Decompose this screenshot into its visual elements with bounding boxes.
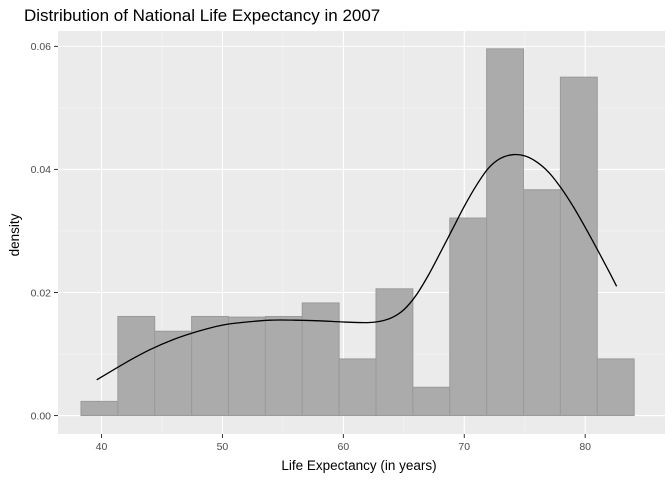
x-axis-title: Life Expectancy (in years)	[281, 458, 436, 473]
x-tick-label: 80	[579, 441, 591, 453]
histogram-bar	[154, 330, 193, 417]
x-tick-label: 60	[338, 441, 350, 453]
x-tick-label: 40	[96, 441, 108, 453]
histogram-bar	[523, 189, 561, 417]
histogram-bar	[80, 400, 119, 417]
density-curve	[96, 153, 618, 381]
y-axis: 0.00 0.02 0.04 0.06	[31, 41, 58, 422]
histogram-bars	[80, 48, 635, 417]
histogram-bar	[338, 358, 377, 417]
chart-title: Distribution of National Life Expectancy…	[24, 6, 380, 25]
y-tick-label: 0.04	[31, 164, 52, 176]
x-tick-label: 50	[217, 441, 229, 453]
x-axis: 40 50 60 70 80	[96, 434, 591, 453]
histogram-bar	[449, 217, 488, 417]
histogram-bar	[191, 315, 229, 417]
histogram-bar	[375, 288, 414, 417]
y-tick-label: 0.06	[31, 41, 52, 53]
histogram-bar	[486, 48, 525, 417]
histogram-bar	[264, 315, 303, 417]
histogram-bar	[117, 315, 156, 417]
x-tick-label: 70	[458, 441, 470, 453]
y-axis-title: density	[7, 213, 22, 256]
y-tick-label: 0.02	[31, 287, 52, 299]
histogram-bar	[559, 76, 598, 417]
y-tick-label: 0.00	[31, 410, 52, 422]
histogram-bar	[412, 386, 451, 417]
histogram-bar	[227, 316, 266, 417]
histogram-bar	[596, 358, 635, 417]
